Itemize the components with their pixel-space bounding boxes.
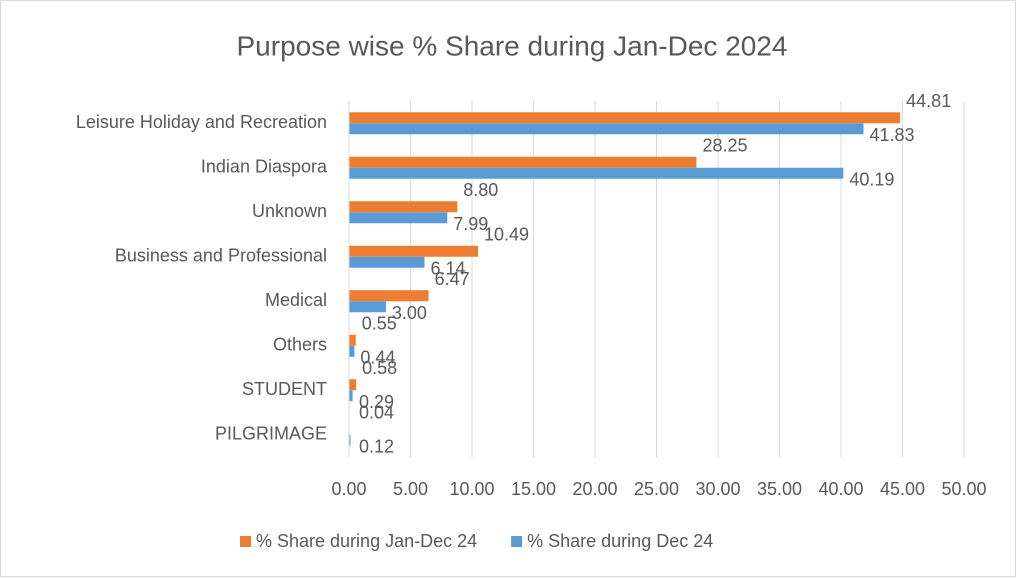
y-tick-label: PILGRIMAGE — [215, 424, 327, 444]
bar — [349, 390, 353, 402]
bar — [349, 201, 458, 213]
data-label: 8.80 — [463, 180, 498, 200]
x-tick-label: 40.00 — [818, 479, 863, 499]
bar — [349, 434, 351, 446]
bar — [349, 345, 355, 357]
bar — [349, 156, 697, 168]
x-tick-label: 5.00 — [393, 479, 428, 499]
bar — [349, 212, 448, 224]
bar — [349, 379, 357, 391]
y-tick-label: Leisure Holiday and Recreation — [76, 112, 327, 132]
y-tick-label: Medical — [265, 290, 327, 310]
legend-label: % Share during Jan-Dec 24 — [256, 531, 477, 551]
legend-swatch — [240, 536, 251, 547]
data-label: 28.25 — [702, 136, 747, 156]
bar — [349, 123, 864, 135]
data-label: 3.00 — [392, 303, 427, 323]
bar — [349, 167, 844, 179]
x-tick-label: 15.00 — [511, 479, 556, 499]
bar — [349, 334, 356, 346]
data-label: 0.12 — [359, 437, 394, 457]
x-tick-label: 30.00 — [695, 479, 740, 499]
data-label: 6.14 — [431, 259, 466, 279]
data-label: 10.49 — [484, 225, 529, 245]
data-label: 40.19 — [849, 170, 894, 190]
data-label: 7.99 — [453, 214, 488, 234]
x-tick-label: 35.00 — [757, 479, 802, 499]
data-label: 0.55 — [362, 314, 397, 334]
bar — [349, 301, 386, 313]
data-label: 6.47 — [435, 269, 470, 289]
x-tick-label: 20.00 — [572, 479, 617, 499]
chart-title: Purpose wise % Share during Jan-Dec 2024 — [237, 30, 788, 61]
legend-swatch — [511, 536, 523, 547]
bar — [349, 112, 901, 124]
bar — [349, 290, 429, 302]
data-label: 0.29 — [359, 392, 394, 412]
y-tick-label: Business and Professional — [115, 246, 327, 266]
x-tick-label: 10.00 — [449, 479, 494, 499]
bar — [349, 256, 425, 268]
y-tick-label: Others — [273, 335, 327, 355]
y-tick-label: Unknown — [252, 201, 327, 221]
data-label: 0.44 — [360, 348, 395, 368]
data-label: 44.81 — [906, 91, 951, 111]
bar — [349, 245, 479, 257]
x-tick-label: 25.00 — [634, 479, 679, 499]
y-tick-label: STUDENT — [242, 379, 327, 399]
x-tick-label: 45.00 — [880, 479, 925, 499]
legend-label: % Share during Dec 24 — [527, 531, 713, 551]
x-tick-label: 50.00 — [941, 479, 986, 499]
data-label: 41.83 — [870, 125, 915, 145]
x-tick-label: 0.00 — [331, 479, 366, 499]
data-label: 0.58 — [362, 358, 397, 378]
y-tick-label: Indian Diaspora — [201, 157, 328, 177]
data-label: 0.04 — [359, 403, 394, 423]
